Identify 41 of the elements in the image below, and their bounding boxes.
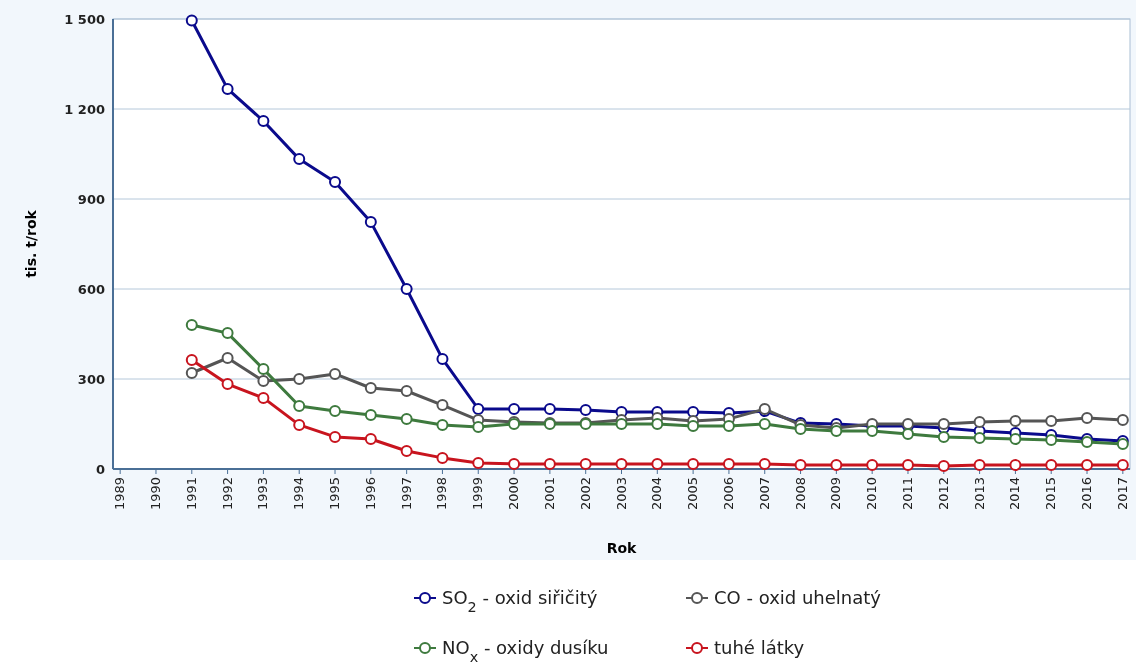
- x-tick-label: 1997: [398, 477, 414, 511]
- x-tick-label: 2015: [1043, 477, 1059, 511]
- x-tick-label: 1992: [219, 477, 235, 511]
- y-tick-label: 300: [77, 371, 105, 387]
- x-tick-label: 2007: [756, 477, 772, 511]
- x-tick-label: 2008: [792, 477, 808, 511]
- legend-label: CO - oxid uhelnatý: [714, 587, 882, 609]
- x-tick-label: 2017: [1114, 477, 1130, 511]
- x-tick-label: 1994: [291, 477, 307, 511]
- x-tick-label: 1999: [470, 477, 486, 511]
- x-tick-label: 2009: [828, 477, 844, 511]
- x-tick-label: 2010: [864, 477, 880, 511]
- y-tick-label: 0: [95, 461, 105, 477]
- x-tick-label: 1991: [183, 477, 199, 511]
- x-tick-label: 2014: [1007, 477, 1023, 511]
- x-tick-label: 2012: [935, 477, 951, 511]
- x-tick-label: 1996: [362, 477, 378, 511]
- legend-label: SO$_{2}$ - oxid siřičitý: [442, 587, 598, 616]
- x-tick-label: 2001: [541, 477, 557, 511]
- x-tick-label: 1989: [112, 477, 128, 511]
- x-tick-label: 2003: [613, 477, 629, 511]
- x-tick-label: 2002: [577, 477, 593, 511]
- x-tick-label: 1998: [434, 477, 450, 511]
- y-axis-title: tis. t/rok: [23, 209, 39, 278]
- x-tick-label: 2016: [1079, 477, 1095, 511]
- y-tick-label: 600: [77, 281, 105, 297]
- x-tick-label: 1995: [327, 477, 343, 511]
- y-tick-label: 1 500: [64, 11, 105, 27]
- x-tick-label: 1990: [147, 477, 163, 511]
- legend-label: NO$_{x}$ - oxidy dusíku: [442, 637, 609, 666]
- x-tick-label: 2004: [649, 477, 665, 511]
- y-tick-label: 1 200: [64, 101, 105, 117]
- legend-label: tuhé látky: [714, 637, 805, 659]
- x-tick-label: 2006: [720, 477, 736, 511]
- x-tick-label: 1993: [255, 477, 271, 511]
- x-tick-label: 2005: [685, 477, 701, 511]
- x-tick-label: 2011: [899, 477, 915, 511]
- x-axis-title: Rok: [606, 540, 638, 556]
- x-tick-label: 2000: [506, 477, 522, 511]
- x-tick-label: 2013: [971, 477, 987, 511]
- y-tick-label: 900: [77, 191, 105, 207]
